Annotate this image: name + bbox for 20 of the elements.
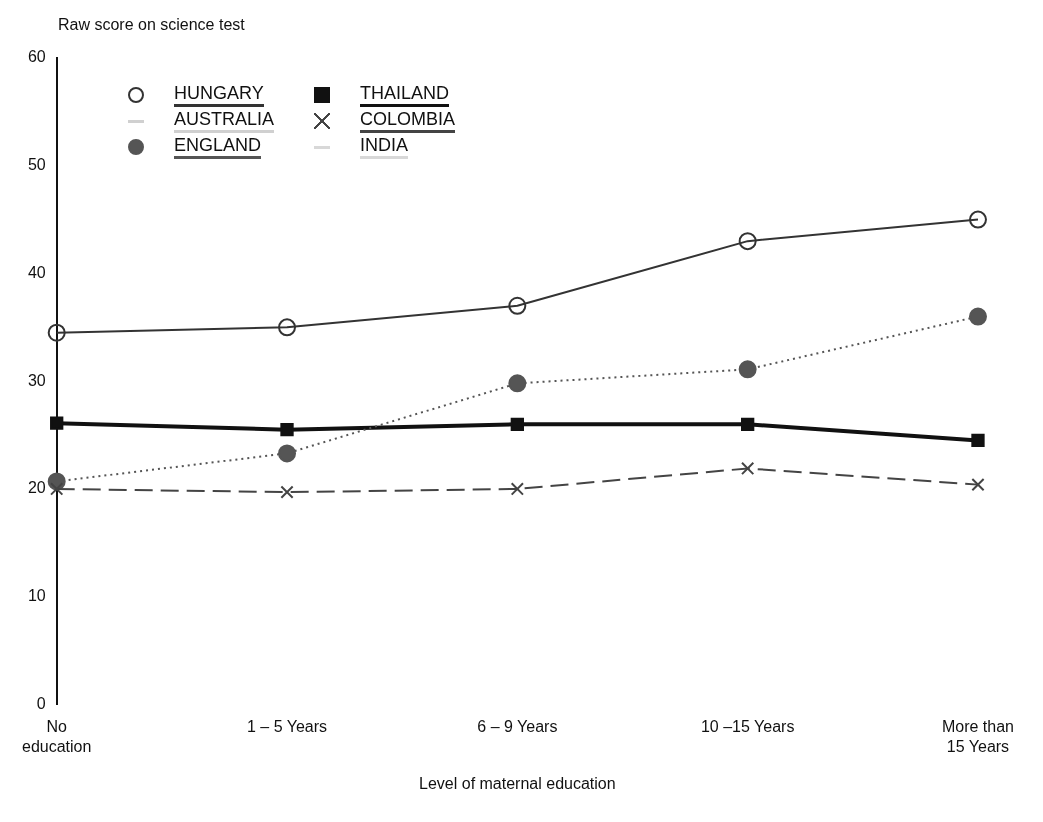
y-tick-label: 10 bbox=[27, 587, 46, 605]
x-tick-label: 10 –15 Years bbox=[700, 718, 795, 736]
y-tick-label: 40 bbox=[27, 263, 46, 281]
legend-label: COLOMBIA bbox=[360, 109, 456, 133]
y-axis-title: Raw score on science test bbox=[58, 16, 245, 34]
legend-label: THAILAND bbox=[360, 83, 450, 107]
y-tick-label: 0 bbox=[36, 694, 46, 712]
legend-label: INDIA bbox=[360, 135, 409, 159]
x-axis-title: Level of maternal education bbox=[419, 774, 616, 792]
x-tick-label: 6 – 9 Years bbox=[477, 718, 558, 736]
y-tick-label: 50 bbox=[27, 156, 46, 174]
legend-label: ENGLAND bbox=[174, 135, 262, 159]
y-tick-label: 20 bbox=[27, 479, 46, 497]
y-tick-label: 30 bbox=[27, 371, 46, 389]
x-tick-label: 1 – 5 Years bbox=[246, 718, 328, 736]
y-tick-label: 60 bbox=[27, 48, 46, 66]
legend-label: AUSTRALIA bbox=[174, 109, 275, 133]
x-tick-label: More than 15 Years bbox=[941, 718, 1014, 755]
x-tick-label: No education bbox=[22, 718, 92, 755]
legend-label: HUNGARY bbox=[174, 83, 264, 107]
